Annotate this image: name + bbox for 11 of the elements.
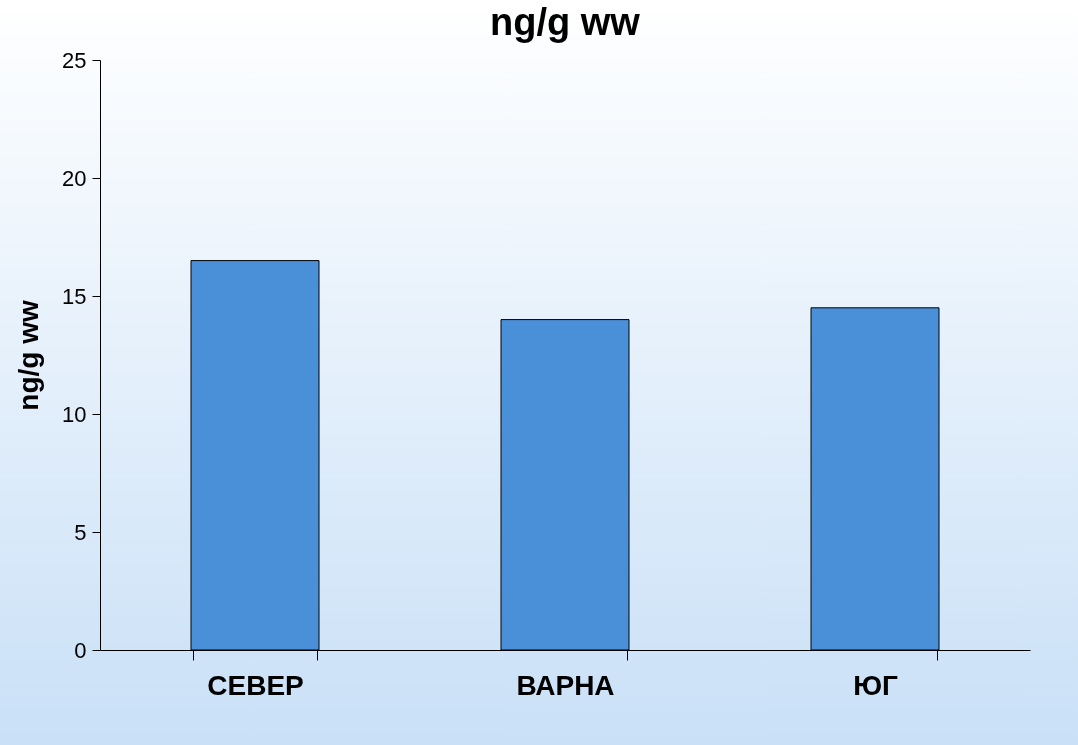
chart-title: ng/g ww [490, 1, 641, 43]
y-tick-label: 20 [62, 165, 87, 191]
y-tick-label: 5 [74, 519, 87, 545]
x-tick-label: ВАРНА [516, 669, 615, 701]
y-tick-label: 15 [62, 283, 87, 309]
y-tick-label: 0 [74, 637, 87, 663]
y-tick-label: 10 [62, 401, 87, 427]
x-tick-label: СЕВЕР [207, 669, 304, 701]
y-axis-title: ng/g ww [13, 300, 45, 411]
y-tick-label: 25 [62, 47, 87, 73]
x-tick-label: ЮГ [853, 669, 898, 701]
